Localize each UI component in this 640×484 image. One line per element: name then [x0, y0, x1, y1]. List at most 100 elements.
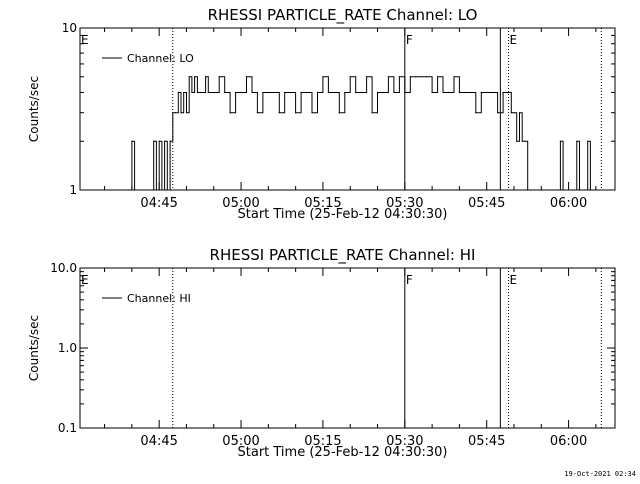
data-point — [398, 76, 400, 78]
data-point — [202, 91, 204, 94]
data-point — [442, 91, 444, 94]
x-tick-label: 04:45 — [140, 196, 177, 211]
data-point — [153, 140, 155, 142]
x-tick-label: 05:30 — [386, 434, 423, 449]
data-point — [155, 189, 157, 191]
data-point — [426, 76, 428, 78]
x-tick-label: 05:00 — [222, 434, 259, 449]
data-point — [557, 189, 559, 191]
data-point — [229, 112, 231, 114]
data-point — [213, 91, 215, 94]
data-point — [404, 91, 406, 94]
data-point — [524, 140, 526, 142]
y-tick-label: 1 — [69, 183, 77, 197]
y-tick-label: 10.0 — [50, 261, 77, 275]
data-point — [382, 91, 384, 94]
data-point — [158, 140, 160, 142]
data-point — [587, 140, 589, 142]
x-axis-label: Start Time (25-Feb-12 04:30:30) — [238, 445, 448, 460]
data-point — [513, 112, 515, 114]
y-tick-label: 0.1 — [58, 421, 77, 435]
data-point — [497, 112, 499, 114]
chart-title: RHESSI PARTICLE_RATE Channel: HI — [210, 246, 476, 265]
x-tick-label: 06:00 — [550, 196, 587, 211]
data-point — [415, 76, 417, 78]
data-point — [136, 189, 138, 191]
x-tick-label: 05:45 — [468, 196, 505, 211]
data-point — [207, 91, 209, 94]
data-point — [371, 112, 373, 114]
event-marker-label: E — [81, 273, 89, 287]
data-point — [166, 189, 168, 191]
data-point — [562, 189, 564, 191]
data-point — [180, 112, 182, 114]
data-point — [172, 112, 174, 114]
data-point — [516, 140, 518, 142]
data-point — [218, 76, 220, 78]
data-point — [431, 91, 433, 94]
data-point — [507, 91, 510, 94]
data-point — [420, 76, 422, 78]
data-point — [134, 189, 136, 191]
data-point — [196, 91, 198, 94]
event-marker-label: E — [81, 33, 89, 47]
data-point — [573, 189, 575, 191]
data-point — [502, 91, 504, 94]
data-point — [349, 76, 351, 78]
data-point — [177, 91, 179, 94]
x-tick-label: 05:45 — [468, 434, 505, 449]
data-point — [235, 91, 237, 94]
data-point — [521, 140, 523, 142]
data-point — [131, 140, 133, 142]
data-point — [191, 91, 193, 94]
data-point — [289, 91, 291, 94]
data-point — [240, 91, 242, 94]
data-point — [188, 76, 190, 78]
x-tick-label: 05:00 — [222, 196, 259, 211]
data-point — [559, 140, 562, 142]
data-point — [194, 76, 196, 78]
timestamp-footer: 19-Oct-2021 02:34 — [564, 470, 636, 478]
data-point — [316, 91, 319, 94]
data-point — [584, 189, 586, 191]
data-point — [576, 140, 578, 142]
event-marker-label: E — [510, 273, 518, 287]
data-point — [529, 189, 532, 191]
data-point — [327, 91, 329, 94]
data-point — [360, 91, 362, 94]
x-axis-label: Start Time (25-Feb-12 04:30:30) — [238, 207, 448, 222]
data-point — [453, 76, 455, 78]
data-point — [578, 189, 581, 191]
data-point — [278, 112, 280, 114]
x-tick-label: 06:00 — [550, 434, 587, 449]
data-point — [256, 112, 258, 114]
event-marker-label: F — [406, 273, 413, 287]
data-point — [273, 91, 275, 94]
data-point — [185, 112, 188, 114]
data-point — [333, 91, 335, 94]
data-point — [510, 112, 512, 114]
data-point — [205, 76, 207, 78]
event-marker-label: F — [406, 33, 413, 47]
data-point — [251, 91, 253, 94]
data-point — [128, 189, 130, 191]
data-point — [300, 91, 302, 94]
data-point — [183, 91, 185, 94]
data-point — [486, 91, 488, 94]
data-point — [344, 91, 346, 94]
data-point — [338, 112, 340, 114]
data-point — [458, 91, 460, 94]
x-tick-label: 05:15 — [304, 434, 341, 449]
data-point — [527, 189, 529, 191]
data-point — [161, 189, 163, 191]
x-tick-label: 05:15 — [304, 196, 341, 211]
data-point — [447, 91, 450, 94]
data-point — [437, 76, 439, 78]
data-point — [199, 91, 201, 94]
data-point — [589, 189, 592, 191]
y-tick-label: 1.0 — [58, 341, 77, 355]
data-point — [164, 140, 166, 142]
data-point — [387, 76, 389, 78]
